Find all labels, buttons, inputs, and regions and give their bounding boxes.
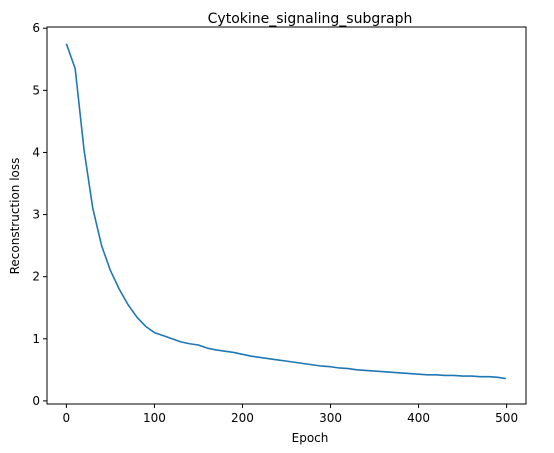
y-tick-label: 5 [32,83,40,97]
x-tick-label: 100 [143,411,166,425]
plot-frame [46,26,527,405]
plot-area [65,43,506,380]
axis-ticks: 0 100 200 300 400 500 0 1 2 3 4 5 6 [32,21,518,425]
y-tick-label: 6 [32,21,40,35]
x-tick-label: 300 [319,411,342,425]
x-tick-label: 400 [407,411,430,425]
x-tick-label: 200 [231,411,254,425]
x-axis-label: Epoch [292,431,329,445]
y-tick-label: 0 [32,394,40,408]
y-tick-label: 3 [32,208,40,222]
y-axis-label: Reconstruction loss [8,158,22,275]
y-tick-label: 2 [32,270,40,284]
x-tick-label: 500 [495,411,518,425]
x-tick-label: 0 [63,411,71,425]
series-line-0 [65,43,506,380]
y-tick-label: 4 [32,145,40,159]
y-tick-label: 1 [32,332,40,346]
chart-title: Cytokine_signaling_subgraph [208,11,413,27]
